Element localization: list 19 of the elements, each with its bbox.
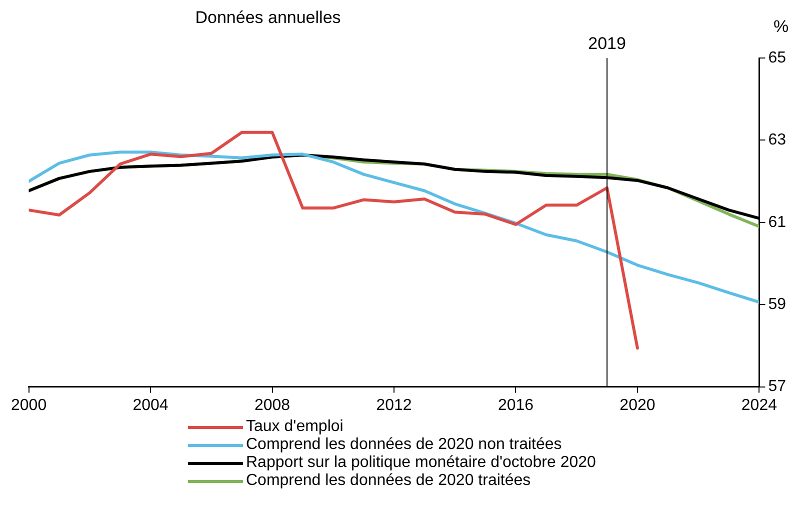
x-tick-label: 2020 [620, 396, 656, 414]
y-tick-label: 59 [768, 296, 786, 314]
y-axis-title: % [773, 17, 789, 36]
x-tick-label: 2012 [376, 396, 412, 414]
x-tick-label: 2004 [132, 396, 168, 414]
chart-subtitle: Données annuelles [195, 8, 341, 28]
legend-label: Taux d'emploi [246, 418, 344, 436]
legend-label: Comprend les données de 2020 non traitées [246, 436, 562, 454]
x-tick-label: 2008 [254, 396, 290, 414]
legend-label: Rapport sur la politique monétaire d'octobre 2020 [246, 454, 596, 472]
y-tick-label: 65 [768, 49, 786, 66]
x-tick-label: 2000 [11, 396, 47, 414]
y-tick-label: 61 [768, 214, 786, 231]
y-tick-label: 57 [768, 378, 786, 396]
x-tick-label: 2016 [498, 396, 534, 414]
x-tick-label: 2024 [741, 396, 778, 414]
y-tick-label: 63 [768, 132, 786, 149]
ref-line-label: 2019 [588, 34, 626, 54]
legend-label: Comprend les données de 2020 traitées [246, 472, 531, 490]
